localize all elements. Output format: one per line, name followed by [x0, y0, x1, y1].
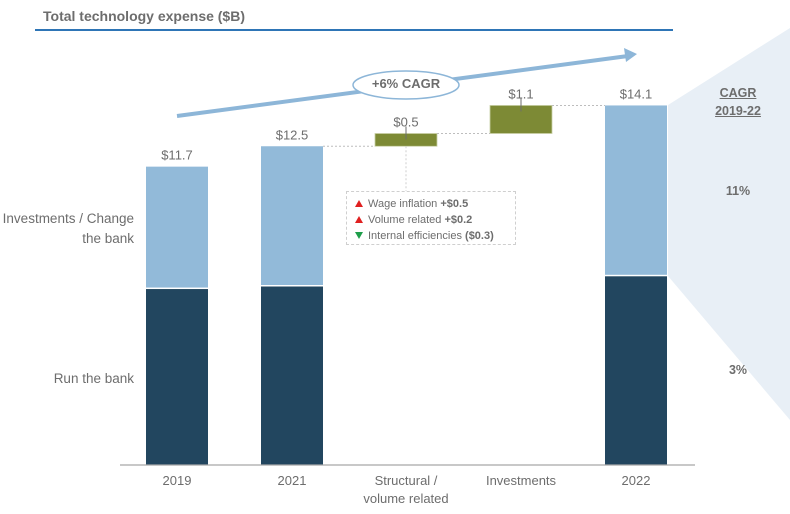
- side-label-run-text: Run the bank: [53, 371, 134, 386]
- cagr-change-value: 11%: [725, 184, 751, 198]
- legend-item-volume-related: Volume related +$0.2: [355, 212, 515, 228]
- bar-run-the-bank-4: [605, 276, 667, 465]
- legend-label: Volume related: [368, 214, 442, 226]
- bar-run-the-bank-0: [146, 289, 208, 465]
- drivers-legend-box: Wage inflation +$0.5 Volume related +$0.…: [346, 191, 516, 245]
- data-label-4: $14.1: [620, 86, 653, 101]
- triangle-down-icon: [355, 231, 363, 239]
- legend-item-internal-efficiencies: Internal efficiencies ($0.3): [355, 228, 515, 244]
- data-label-0: $11.7: [161, 148, 193, 163]
- legend-label: Internal efficiencies: [368, 230, 462, 242]
- bar-change-the-bank-0: [146, 166, 208, 288]
- title-underline: [35, 29, 673, 31]
- bar-change-the-bank-4: [605, 105, 667, 275]
- cagr-ellipse: [352, 70, 460, 100]
- data-label-1: $12.5: [276, 127, 309, 142]
- legend-item-wage-inflation: Wage inflation +$0.5: [355, 196, 515, 212]
- data-label-3: $1.1: [508, 86, 533, 101]
- legend-value: +$0.5: [440, 198, 469, 210]
- side-label-run-the-bank: Run the bank: [0, 369, 134, 389]
- data-label-2: $0.5: [393, 115, 418, 130]
- x-tick-label: 2021: [278, 473, 307, 488]
- side-label-change-text: Investments / Change the bank: [2, 211, 134, 246]
- legend-value: +$0.2: [444, 214, 473, 226]
- arrow-head-icon: [624, 48, 637, 62]
- x-tick-label: 2019: [163, 473, 192, 488]
- cagr-heading-line2: 2019-22: [715, 104, 761, 118]
- cagr-heading: CAGR 2019-22: [700, 84, 776, 120]
- side-label-change-the-bank: Investments / Change the bank: [0, 209, 134, 249]
- chart-title: Total technology expense ($B): [43, 8, 245, 24]
- triangle-up-icon: [355, 199, 363, 207]
- cagr-arrow-label: +6% CAGR: [371, 76, 441, 91]
- x-tick-label: Structural /: [375, 473, 438, 488]
- cagr-run-value: 3%: [728, 363, 748, 377]
- bar-change-the-bank-1: [261, 146, 323, 285]
- x-tick-label: Investments: [486, 473, 557, 488]
- cagr-panel-background: [668, 28, 790, 420]
- x-tick-label: volume related: [363, 491, 448, 506]
- bar-run-the-bank-1: [261, 286, 323, 465]
- triangle-up-icon: [355, 215, 363, 223]
- cagr-heading-line1: CAGR: [719, 86, 757, 100]
- legend-label: Wage inflation: [368, 198, 438, 210]
- x-tick-label: 2022: [622, 473, 651, 488]
- legend-value: ($0.3): [465, 230, 494, 242]
